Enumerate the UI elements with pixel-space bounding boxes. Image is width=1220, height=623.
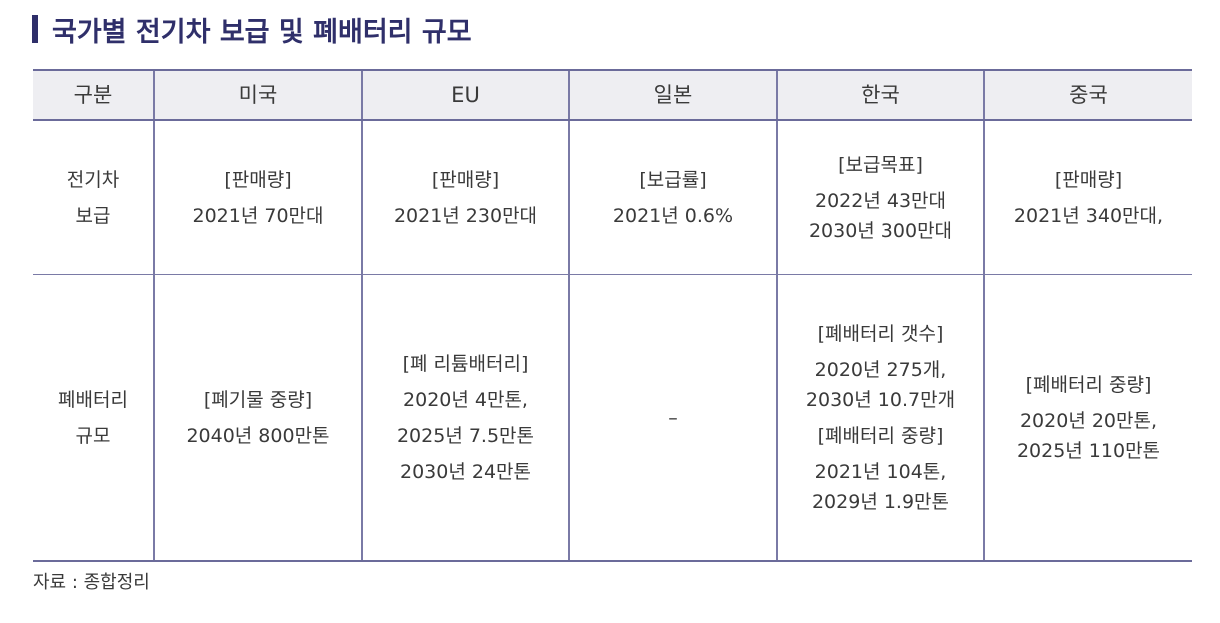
title-bar: 국가별 전기차 보급 및 폐배터리 규모 [32, 12, 472, 48]
source-note: 자료 : 종합정리 [33, 572, 150, 593]
row-label-ev-adoption: 전기차 보급 [33, 120, 154, 275]
header-korea: 한국 [776, 69, 984, 121]
table-header-row: 구분 미국 EU 일본 한국 중국 [33, 69, 1192, 121]
cell-korea-battery: [폐배터리 갯수] 2020년 275개, 2030년 10.7만개 [폐배터리… [776, 274, 984, 562]
cell-eu-battery: [폐 리튬배터리] 2020년 4만톤, 2025년 7.5만톤 2030년 2… [361, 274, 569, 562]
header-eu: EU [361, 69, 569, 121]
cell-china-battery: [폐배터리 중량] 2020년 20만톤, 2025년 110만톤 [983, 274, 1192, 562]
table-row-battery-volume: 폐배터리 규모 [폐기물 중량] 2040년 800만톤 [폐 리튬배터리] 2… [33, 274, 1192, 562]
cell-japan-ev: [보급률] 2021년 0.6% [568, 120, 777, 275]
header-china: 중국 [983, 69, 1192, 121]
cell-japan-battery: – [568, 274, 777, 562]
page-title: 국가별 전기차 보급 및 폐배터리 규모 [52, 16, 472, 48]
header-japan: 일본 [568, 69, 777, 121]
title-accent-bar [32, 15, 38, 43]
cell-eu-ev: [판매량] 2021년 230만대 [361, 120, 569, 275]
ev-battery-table: 구분 미국 EU 일본 한국 중국 전기차 보급 [판매량] 2021년 70만… [33, 69, 1192, 562]
header-category: 구분 [33, 69, 154, 121]
cell-china-ev: [판매량] 2021년 340만대, [983, 120, 1192, 275]
cell-usa-battery: [폐기물 중량] 2040년 800만톤 [153, 274, 362, 562]
row-label-battery-volume: 폐배터리 규모 [33, 274, 154, 562]
table-row-ev-adoption: 전기차 보급 [판매량] 2021년 70만대 [판매량] 2021년 230만… [33, 120, 1192, 275]
cell-korea-ev: [보급목표] 2022년 43만대 2030년 300만대 [776, 120, 984, 275]
header-usa: 미국 [153, 69, 362, 121]
cell-usa-ev: [판매량] 2021년 70만대 [153, 120, 362, 275]
